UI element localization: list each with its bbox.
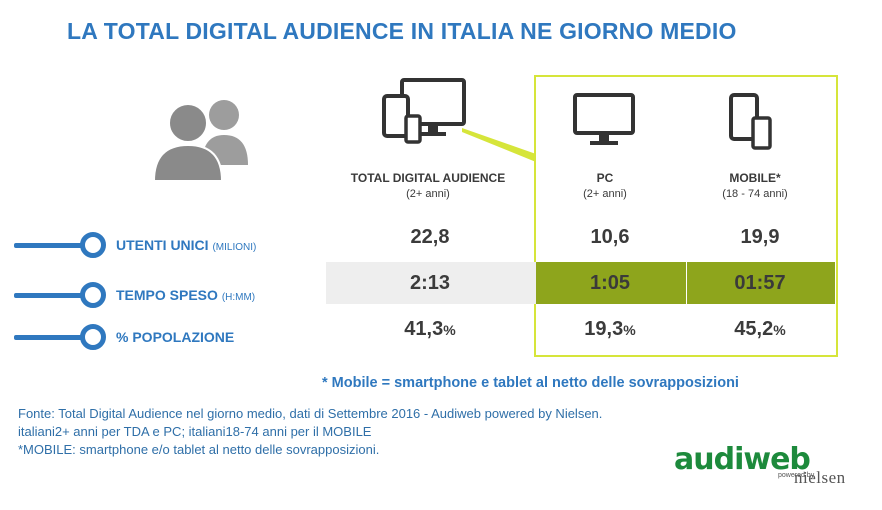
logo-main-text: audiweb — [674, 442, 811, 477]
monitor-icon — [573, 93, 635, 145]
value-utenti-mobile: 19,9 — [740, 226, 780, 248]
row-band-total — [326, 262, 536, 304]
column-header-mobile-sub: (18 - 74 anni) — [722, 188, 788, 200]
value-tempo-total: 2:13 — [409, 272, 451, 294]
value-tempo-mobile: 01:57 — [734, 272, 786, 294]
row-label-utenti-text: UTENTI UNICI — [116, 237, 209, 253]
column-header-total-sub: (2+ anni) — [406, 188, 450, 200]
column-header-total: TOTAL DIGITAL AUDIENCE (2+ anni) — [338, 170, 518, 202]
row-line — [14, 334, 84, 340]
column-header-pc-name: PC — [596, 171, 614, 185]
row-line — [14, 242, 84, 248]
row-label-tempo: TEMPO SPESO (H:MM) — [14, 280, 255, 310]
row-label-popolazione: % POPOLAZIONE — [14, 322, 234, 352]
row-dot — [80, 324, 106, 350]
row-dot — [80, 232, 106, 258]
value-popolazione-mobile-num: 45,2 — [734, 318, 774, 340]
logo-powered-text: powered by — [778, 472, 815, 479]
row-band-pc — [536, 262, 686, 304]
value-popolazione-mobile: 45,2% — [705, 318, 815, 341]
source-line-3: *MOBILE: smartphone e/o tablet al netto … — [18, 442, 380, 457]
column-header-mobile: MOBILE* (18 - 74 anni) — [700, 170, 810, 202]
tablet-phone-icon — [729, 93, 772, 150]
source-notes: Fonte: Total Digital Audience nel giorno… — [18, 405, 602, 459]
percent-sign: % — [443, 322, 456, 338]
row-label-popolazione-text: % POPOLAZIONE — [116, 329, 235, 345]
column-header-mobile-name: MOBILE* — [729, 171, 781, 185]
mobile-footnote: * Mobile = smartphone e tablet al netto … — [322, 375, 739, 391]
column-header-total-name: TOTAL DIGITAL AUDIENCE — [350, 171, 506, 185]
value-utenti-pc: 10,6 — [590, 226, 630, 248]
row-label-text: UTENTI UNICI (MILIONI) — [116, 237, 256, 253]
value-tempo-pc: 1:05 — [589, 272, 631, 294]
value-popolazione-pc: 19,3% — [560, 318, 660, 341]
row-label-text: % POPOLAZIONE — [116, 329, 234, 345]
row-label-tempo-unit: (H:MM) — [221, 292, 256, 303]
source-line-2: italiani2+ anni per TDA e PC; italiani18… — [18, 424, 372, 439]
row-dot — [80, 282, 106, 308]
row-label-utenti: UTENTI UNICI (MILIONI) — [14, 230, 256, 260]
value-popolazione-pc-num: 19,3 — [584, 318, 624, 340]
column-header-pc: PC (2+ anni) — [560, 170, 650, 202]
row-line — [14, 292, 84, 298]
mobile-pc-highlight-box — [534, 75, 838, 357]
percent-sign: % — [623, 322, 636, 338]
value-utenti-total: 22,8 — [410, 226, 450, 248]
source-line-1: Fonte: Total Digital Audience nel giorno… — [18, 406, 603, 421]
value-popolazione-total-num: 41,3 — [404, 318, 444, 340]
value-popolazione-total: 41,3% — [360, 318, 500, 341]
logo-brand-text: nielsen — [794, 468, 846, 487]
row-label-tempo-text: TEMPO SPESO — [116, 287, 218, 303]
row-band-mobile — [687, 262, 835, 304]
users-icon — [152, 100, 248, 182]
audiweb-logo: audiweb powered by nielsen — [674, 442, 874, 498]
devices-icon — [382, 78, 466, 144]
percent-sign: % — [773, 322, 786, 338]
column-header-pc-sub: (2+ anni) — [583, 188, 627, 200]
page-title: LA TOTAL DIGITAL AUDIENCE IN ITALIA NE G… — [67, 18, 737, 44]
row-label-utenti-unit: (MILIONI) — [212, 242, 257, 253]
row-label-text: TEMPO SPESO (H:MM) — [116, 287, 255, 303]
